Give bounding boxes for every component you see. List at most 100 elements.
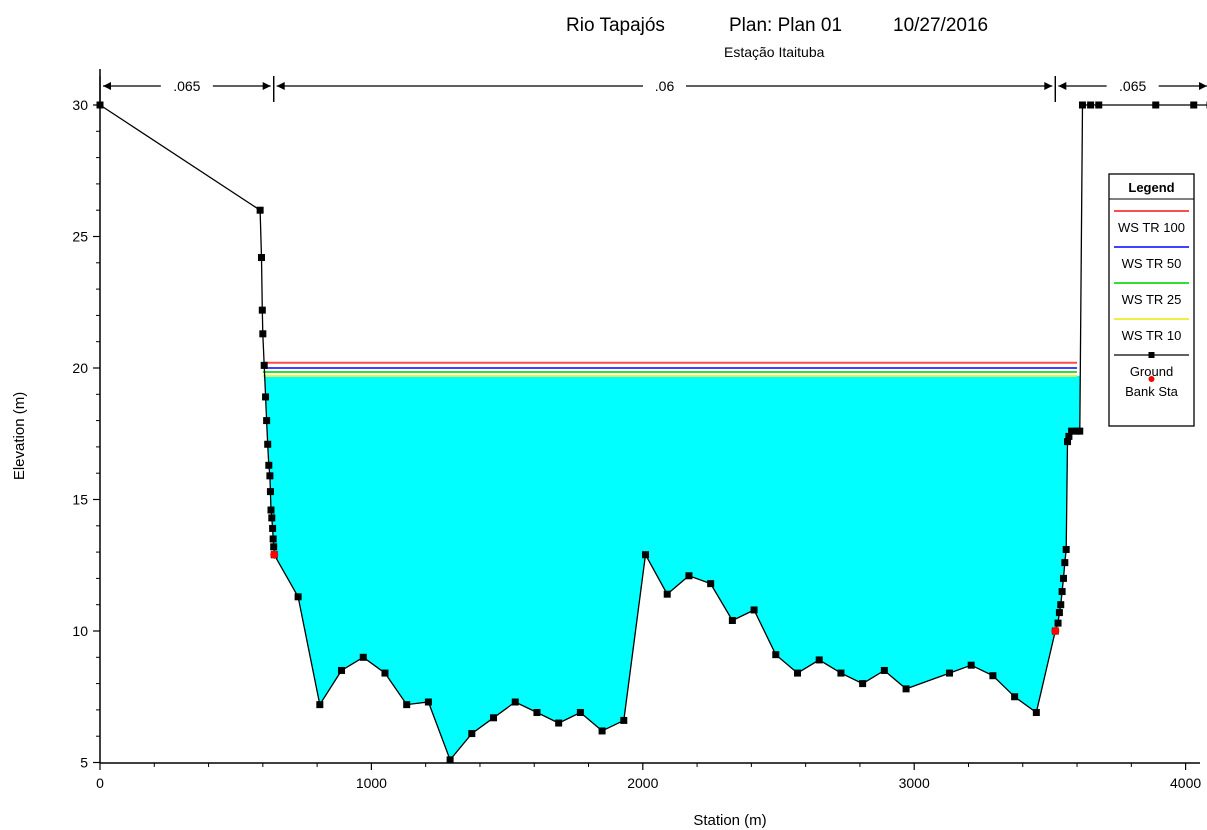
ground-point-58 [1061, 559, 1069, 567]
y-tick-label-10: 10 [72, 623, 88, 639]
ground-point-47 [945, 669, 953, 677]
ground-point-50 [1011, 693, 1019, 701]
y-tick-label-25: 25 [72, 229, 88, 245]
ground-point-37 [707, 580, 715, 588]
ground-point-20 [338, 666, 346, 674]
ground-point-15 [269, 535, 277, 543]
ground-point-30 [555, 719, 563, 727]
ground-point-46 [902, 685, 910, 693]
legend-label-ws-tr-25: WS TR 25 [1122, 292, 1182, 307]
x-axis-title: Station (m) [693, 812, 766, 829]
ground-point-65 [1078, 101, 1086, 109]
ground-point-64 [1076, 427, 1084, 435]
ground-point-14 [269, 524, 277, 532]
ground-point-7 [263, 417, 271, 425]
ground-point-48 [967, 661, 975, 669]
ground-point-36 [685, 572, 693, 580]
ground-point-18 [294, 593, 302, 601]
ground-point-44 [859, 680, 867, 688]
ground-point-45 [880, 666, 888, 674]
ground-point-6 [262, 393, 270, 401]
ground-point-68 [1152, 101, 1160, 109]
chart-title-date: 10/27/2016 [893, 15, 989, 36]
ground-point-10 [266, 472, 274, 480]
ground-point-51 [1032, 709, 1040, 717]
chart-title-plan: Plan: Plan 01 [729, 15, 843, 36]
y-axis-title: Elevation (m) [11, 392, 28, 480]
ground-point-56 [1058, 588, 1066, 596]
ground-point-33 [620, 716, 628, 724]
y-tick-label-5: 5 [80, 755, 88, 771]
ground-point-8 [264, 440, 272, 448]
ground-point-9 [265, 461, 273, 469]
mannings-arrow-head [1199, 82, 1207, 90]
legend-marker-ground [1148, 352, 1155, 358]
ground-point-53 [1054, 619, 1062, 627]
ground-point-5 [260, 361, 268, 369]
ground-point-54 [1055, 609, 1063, 617]
chart-title-river: Rio Tapajós [566, 15, 665, 36]
legend-label-bank-sta: Bank Sta [1125, 384, 1179, 399]
x-tick-label-2000: 2000 [627, 775, 658, 791]
ground-point-42 [815, 656, 823, 664]
ground-point-24 [424, 698, 432, 706]
mannings-arrow-head [276, 82, 285, 90]
x-tick-label-3000: 3000 [899, 775, 930, 791]
bank-station-point-1 [1051, 627, 1060, 635]
ground-point-61 [1065, 432, 1073, 440]
mannings-arrow-head [1044, 82, 1053, 90]
mannings-label-2: .065 [1119, 78, 1146, 94]
ground-point-21 [359, 653, 367, 661]
ground-point-1 [256, 206, 264, 214]
ground-point-29 [533, 709, 541, 717]
ground-point-31 [576, 709, 584, 717]
ground-point-23 [403, 701, 411, 709]
legend-title: Legend [1128, 180, 1174, 195]
ground-point-16 [270, 543, 278, 551]
ground-point-49 [989, 672, 997, 680]
ground-point-26 [468, 730, 476, 738]
chart-subtitle-station: Estação Itaituba [724, 44, 825, 60]
x-tick-label-1000: 1000 [356, 775, 387, 791]
mannings-arrow-head [1058, 82, 1067, 90]
ground-point-22 [381, 669, 389, 677]
ground-point-39 [750, 606, 758, 614]
ground-point-2 [257, 254, 265, 262]
ground-point-28 [511, 698, 519, 706]
ground-point-41 [793, 669, 801, 677]
x-tick-label-4000: 4000 [1170, 775, 1201, 791]
bank-station-point-0 [270, 550, 279, 559]
legend-label-ws-tr-50: WS TR 50 [1122, 256, 1182, 271]
ground-point-35 [663, 590, 671, 598]
ground-point-40 [772, 651, 780, 659]
mannings-arrow-head [103, 82, 111, 90]
legend-label-ground: Ground [1130, 364, 1173, 379]
legend-label-ws-tr-10: WS TR 10 [1122, 328, 1182, 343]
ground-point-13 [268, 514, 276, 522]
mannings-arrow-head [262, 82, 271, 90]
ground-point-66 [1087, 101, 1095, 109]
x-tick-label-0: 0 [96, 775, 104, 791]
ground-point-60 [1064, 438, 1072, 446]
ground-point-32 [598, 727, 606, 735]
ground-point-57 [1059, 574, 1067, 582]
ground-point-12 [267, 506, 275, 514]
ground-point-59 [1062, 545, 1070, 553]
ground-point-27 [490, 714, 498, 722]
y-tick-label-15: 15 [72, 492, 88, 508]
legend-label-ws-tr-100: WS TR 100 [1118, 220, 1185, 235]
mannings-label-0: .065 [173, 78, 200, 94]
ground-point-3 [258, 306, 266, 314]
ground-point-62 [1068, 427, 1076, 435]
legend-box [1108, 173, 1195, 427]
ground-point-4 [259, 330, 267, 338]
ground-point-38 [728, 616, 736, 624]
mannings-label-1: .06 [655, 78, 675, 94]
ground-point-43 [837, 669, 845, 677]
water-fill-area [264, 375, 1081, 760]
y-tick-label-30: 30 [72, 97, 88, 113]
ground-point-34 [642, 551, 650, 559]
ground-point-19 [316, 701, 324, 709]
ground-point-11 [266, 488, 274, 496]
